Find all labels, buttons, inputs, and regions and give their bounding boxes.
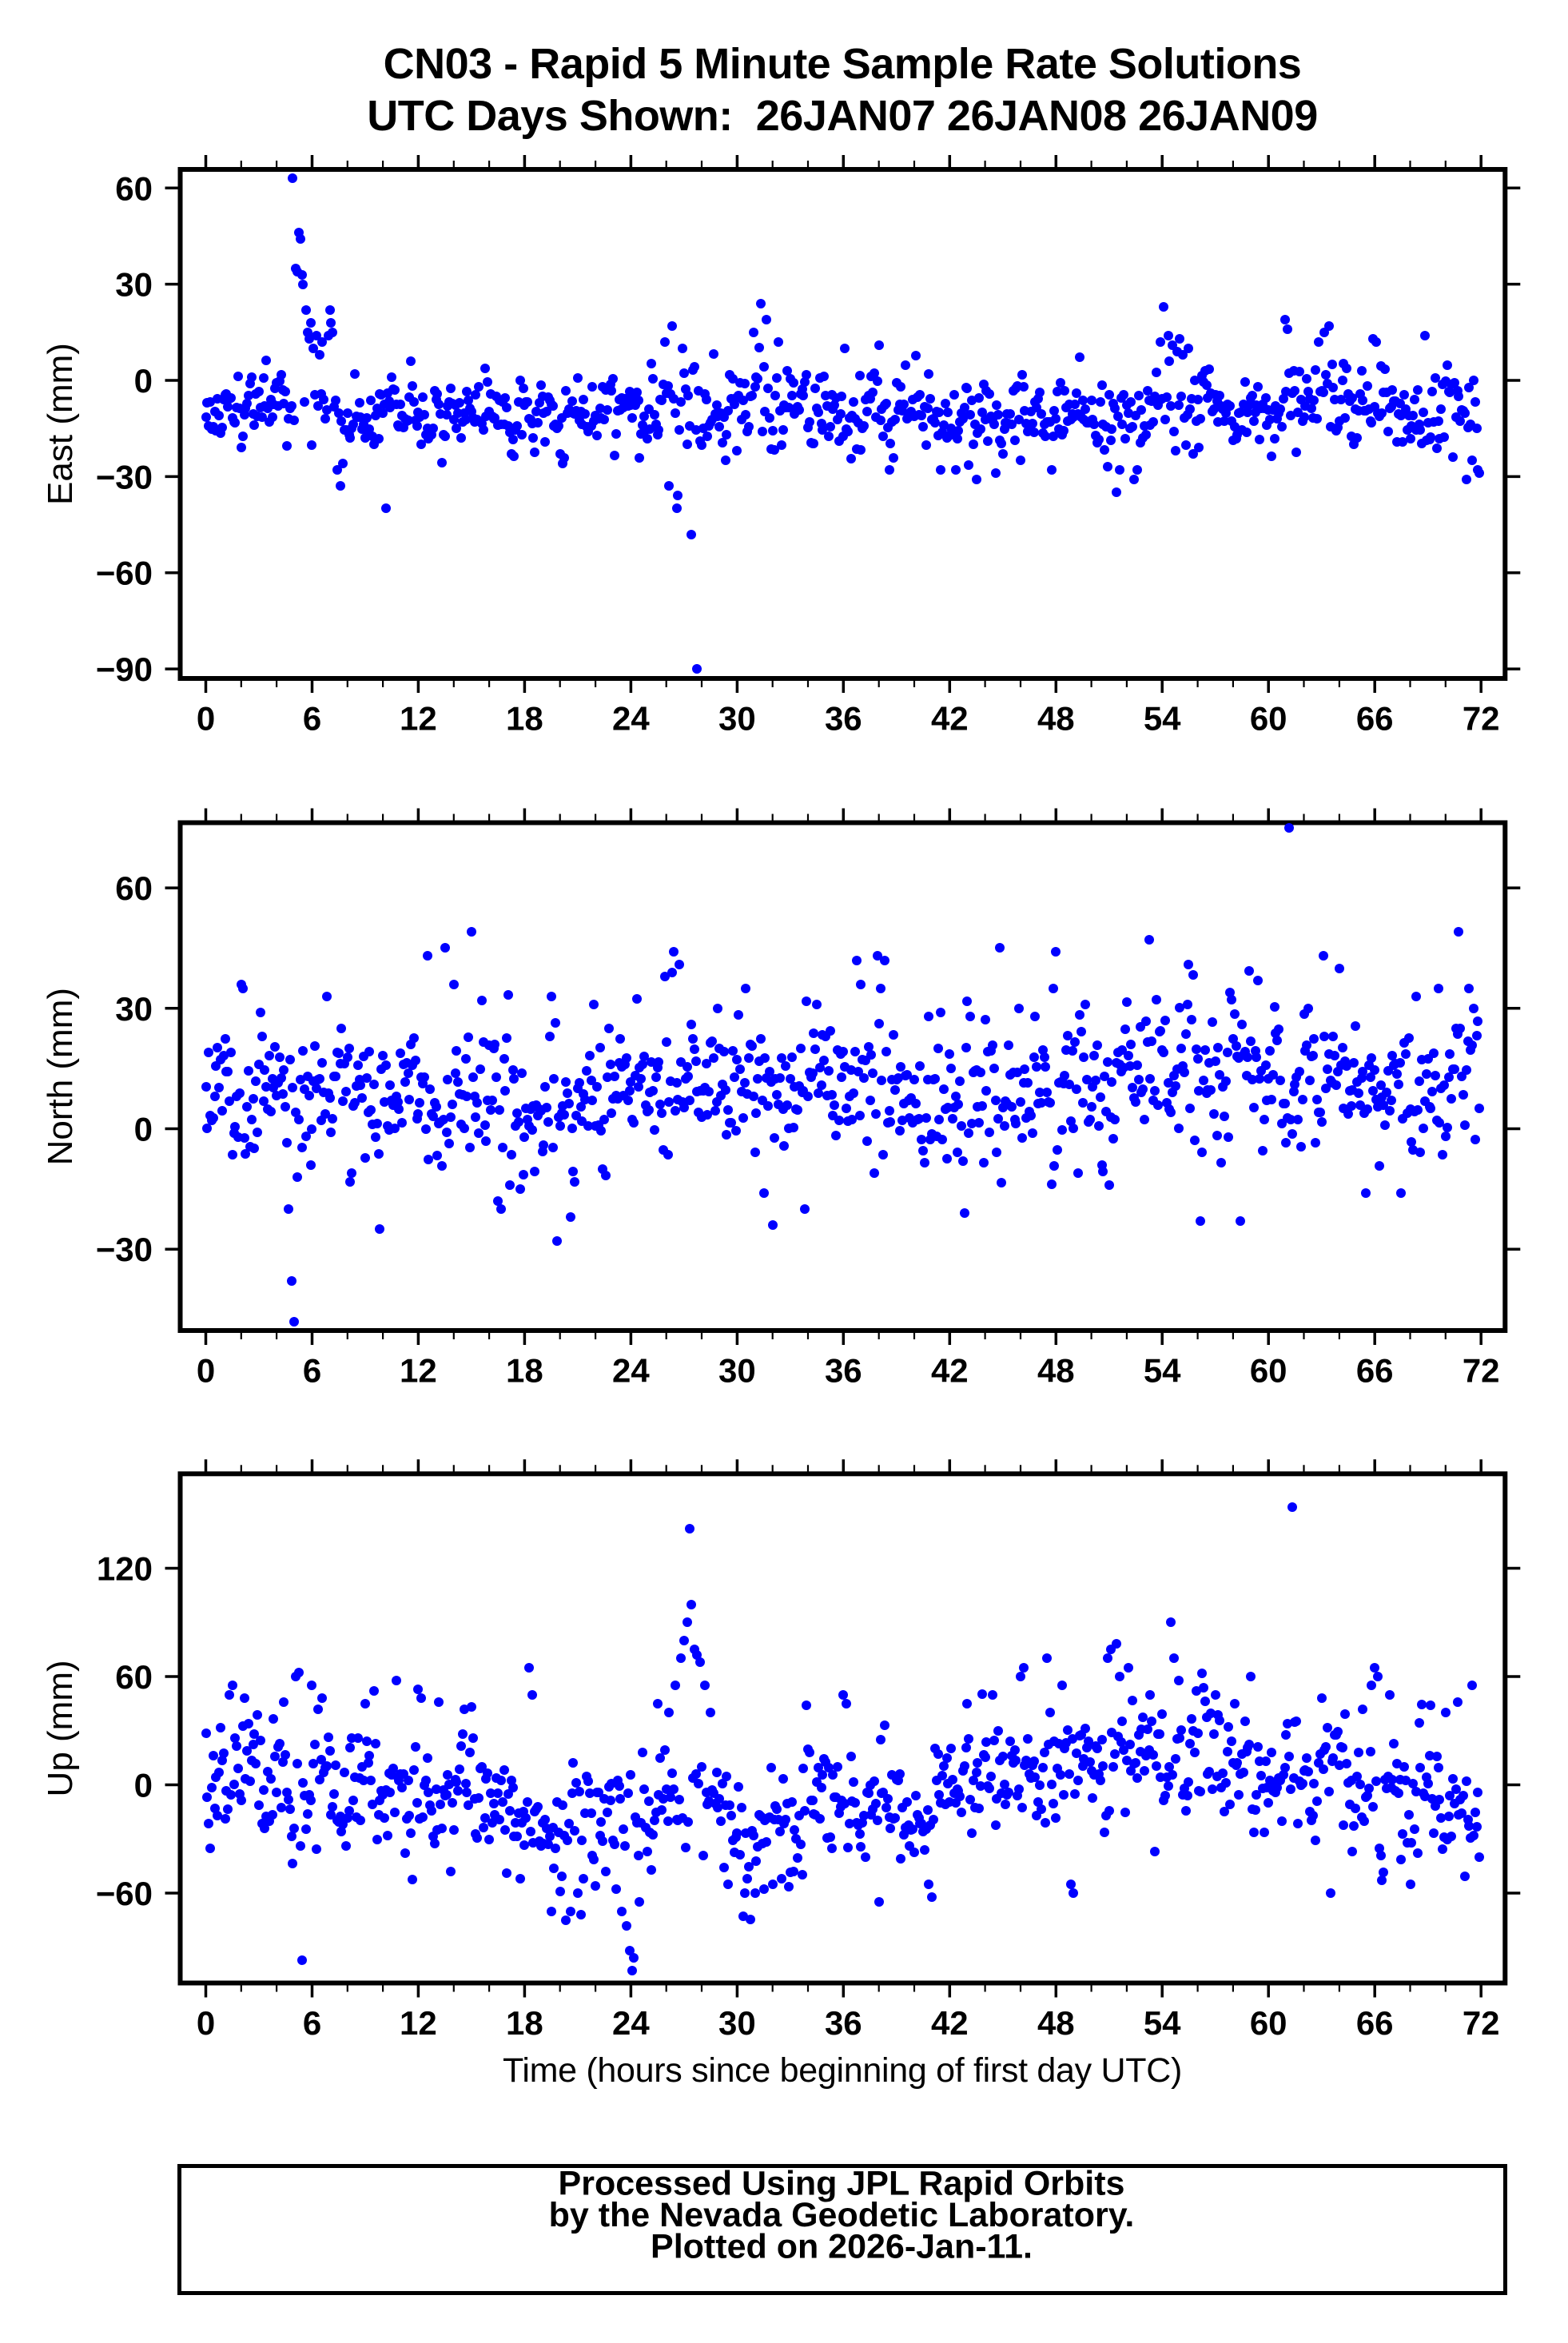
svg-text:36: 36: [825, 1352, 862, 1390]
svg-text:48: 48: [1037, 1352, 1075, 1390]
svg-text:0: 0: [134, 362, 153, 400]
svg-text:0: 0: [134, 1111, 153, 1148]
svg-text:12: 12: [400, 1352, 437, 1390]
svg-text:−30: −30: [96, 458, 153, 495]
svg-text:18: 18: [506, 700, 543, 738]
svg-text:72: 72: [1463, 2004, 1500, 2042]
svg-text:24: 24: [612, 2004, 650, 2042]
svg-text:0: 0: [197, 2004, 215, 2042]
svg-text:60: 60: [1250, 1352, 1287, 1390]
svg-text:72: 72: [1463, 700, 1500, 738]
svg-text:42: 42: [931, 1352, 969, 1390]
svg-text:24: 24: [612, 1352, 650, 1390]
svg-text:54: 54: [1144, 700, 1181, 738]
svg-text:18: 18: [506, 2004, 543, 2042]
svg-text:36: 36: [825, 2004, 862, 2042]
svg-text:42: 42: [931, 700, 969, 738]
svg-text:0: 0: [197, 1352, 215, 1390]
svg-text:60: 60: [1250, 700, 1287, 738]
svg-text:UTC Days Shown: 26JAN07 26JAN: UTC Days Shown: 26JAN07 26JAN08 26JAN09: [367, 92, 1318, 140]
svg-text:Processed Using JPL Rapid Orbi: Processed Using JPL Rapid Orbits: [559, 2165, 1125, 2203]
svg-text:−90: −90: [96, 650, 153, 688]
svg-text:0: 0: [197, 700, 215, 738]
svg-text:Up (mm): Up (mm): [41, 1660, 80, 1796]
svg-text:6: 6: [303, 700, 321, 738]
svg-text:30: 30: [115, 266, 153, 304]
svg-text:30: 30: [718, 700, 756, 738]
svg-text:66: 66: [1356, 2004, 1394, 2042]
svg-text:60: 60: [115, 169, 153, 207]
svg-text:6: 6: [303, 1352, 321, 1390]
svg-text:12: 12: [400, 2004, 437, 2042]
svg-text:East (mm): East (mm): [41, 343, 80, 505]
svg-text:30: 30: [718, 2004, 756, 2042]
svg-text:18: 18: [506, 1352, 543, 1390]
svg-text:by the Nevada Geodetic Laborat: by the Nevada Geodetic Laboratory.: [549, 2196, 1135, 2234]
svg-text:−30: −30: [96, 1231, 153, 1268]
svg-text:12: 12: [400, 700, 437, 738]
svg-text:CN03 - Rapid 5 Minute Sample R: CN03 - Rapid 5 Minute Sample Rate Soluti…: [384, 40, 1302, 88]
svg-text:−60: −60: [96, 1875, 153, 1912]
svg-text:48: 48: [1037, 2004, 1075, 2042]
svg-text:24: 24: [612, 700, 650, 738]
svg-text:6: 6: [303, 2004, 321, 2042]
svg-text:54: 54: [1144, 1352, 1181, 1390]
svg-text:60: 60: [1250, 2004, 1287, 2042]
svg-text:−60: −60: [96, 555, 153, 592]
svg-text:60: 60: [115, 1658, 153, 1696]
svg-text:30: 30: [115, 990, 153, 1028]
svg-text:36: 36: [825, 700, 862, 738]
svg-text:66: 66: [1356, 1352, 1394, 1390]
svg-text:30: 30: [718, 1352, 756, 1390]
svg-text:120: 120: [97, 1550, 153, 1588]
svg-text:Time (hours since beginning of: Time (hours since beginning of first day…: [503, 2051, 1182, 2090]
svg-text:72: 72: [1463, 1352, 1500, 1390]
svg-text:48: 48: [1037, 700, 1075, 738]
svg-text:60: 60: [115, 869, 153, 907]
svg-text:42: 42: [931, 2004, 969, 2042]
svg-text:54: 54: [1144, 2004, 1181, 2042]
svg-text:North (mm): North (mm): [41, 988, 80, 1165]
svg-text:Plotted on 2026-Jan-11.: Plotted on 2026-Jan-11.: [651, 2228, 1033, 2266]
svg-text:0: 0: [134, 1767, 153, 1804]
svg-text:66: 66: [1356, 700, 1394, 738]
